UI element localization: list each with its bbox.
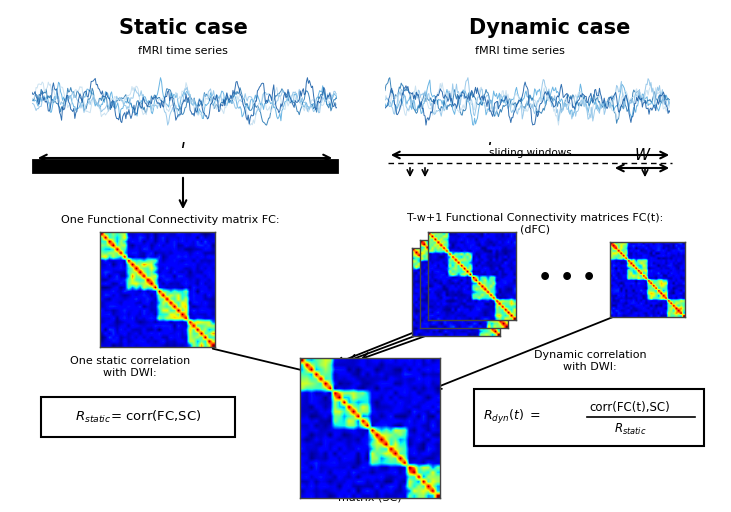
Text: Dynamic case: Dynamic case	[469, 18, 631, 38]
Text: T: T	[178, 134, 188, 152]
Text: One static correlation
with DWI:: One static correlation with DWI:	[70, 356, 190, 378]
Text: $R_{dyn}(t)\ =$: $R_{dyn}(t)\ =$	[483, 409, 541, 426]
Bar	[33, 160, 337, 172]
Text: • • •: • • •	[538, 268, 596, 288]
Text: fMRI time series: fMRI time series	[138, 46, 228, 56]
Text: Static case: Static case	[118, 18, 247, 38]
Text: One Functional Connectivity matrix FC:: One Functional Connectivity matrix FC:	[61, 215, 279, 225]
Text: $R_{static}$= corr(FC,SC): $R_{static}$= corr(FC,SC)	[75, 409, 201, 425]
Text: (dFC): (dFC)	[520, 225, 550, 235]
Text: Structural Connectivity
matrix (SC): Structural Connectivity matrix (SC)	[306, 481, 434, 503]
Text: Dynamic correlation
with DWI:: Dynamic correlation with DWI:	[534, 350, 646, 372]
FancyBboxPatch shape	[41, 397, 235, 437]
Text: corr(FC(t),SC): corr(FC(t),SC)	[590, 401, 670, 414]
Text: sliding windows: sliding windows	[488, 148, 572, 158]
FancyBboxPatch shape	[474, 389, 704, 446]
Text: fMRI time series: fMRI time series	[475, 46, 565, 56]
Text: W: W	[635, 148, 650, 163]
Text: T: T	[485, 131, 495, 149]
Text: $R_{static}$: $R_{static}$	[614, 422, 646, 437]
Text: T-w+1 Functional Connectivity matrices FC(t):: T-w+1 Functional Connectivity matrices F…	[407, 213, 663, 223]
